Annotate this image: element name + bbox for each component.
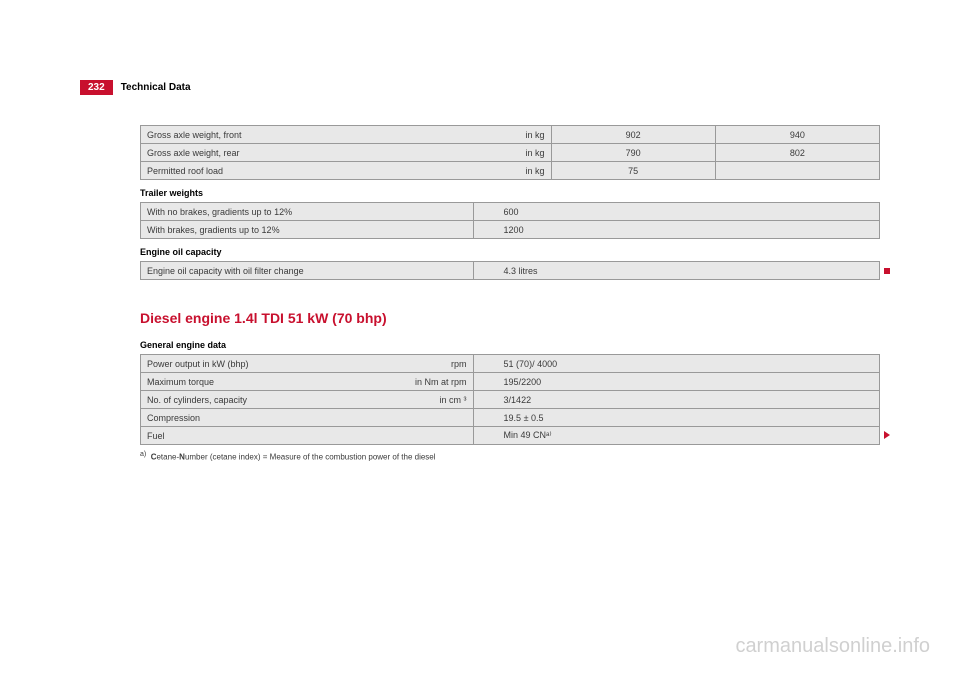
cell-value: 902 — [551, 126, 715, 144]
cell-label: Maximum torque — [147, 377, 214, 387]
general-engine-data-title: General engine data — [140, 340, 880, 350]
cell-value: 3/1422 — [473, 391, 879, 409]
page-header: 232 Technical Data — [80, 80, 880, 95]
watermark: carmanualsonline.info — [735, 635, 930, 658]
trailer-weights-table: With no brakes, gradients up to 12% 600 … — [140, 202, 880, 239]
cell-unit: in Nm at rpm — [415, 377, 467, 387]
table-row: With brakes, gradients up to 12% 1200 — [141, 221, 880, 239]
table-row: Power output in kW (bhp) rpm 51 (70)/ 40… — [141, 355, 880, 373]
cell-label: Gross axle weight, front — [147, 130, 242, 140]
cell-value: 195/2200 — [473, 373, 879, 391]
cell-value: 802 — [715, 144, 879, 162]
trailer-weights-title: Trailer weights — [140, 188, 880, 198]
cell-value: 4.3 litres — [473, 262, 879, 280]
cell-unit: rpm — [451, 359, 467, 369]
cell-value: 75 — [551, 162, 715, 180]
cell-label: With no brakes, gradients up to 12% — [141, 203, 474, 221]
cell-value: 600 — [473, 203, 879, 221]
footnote-marker: a) — [140, 451, 146, 458]
cell-label: Engine oil capacity with oil filter chan… — [141, 262, 474, 280]
engine-data-table: Power output in kW (bhp) rpm 51 (70)/ 40… — [140, 354, 880, 445]
cell-label: Fuel — [141, 427, 474, 445]
continue-icon — [884, 431, 890, 439]
table-row: Maximum torque in Nm at rpm 195/2200 — [141, 373, 880, 391]
cell-value: 940 — [715, 126, 879, 144]
cell-value — [715, 162, 879, 180]
table-row: Permitted roof load in kg 75 — [141, 162, 880, 180]
cell-label: Power output in kW (bhp) — [147, 359, 249, 369]
table-row: Engine oil capacity with oil filter chan… — [141, 262, 880, 280]
cell-value: 1200 — [473, 221, 879, 239]
section-end-icon — [884, 268, 890, 274]
table-row: No. of cylinders, capacity in cm ³ 3/142… — [141, 391, 880, 409]
page-number: 232 — [80, 80, 113, 95]
cell-label: No. of cylinders, capacity — [147, 395, 247, 405]
content-area: Gross axle weight, front in kg 902 940 G… — [80, 125, 880, 462]
table-row: With no brakes, gradients up to 12% 600 — [141, 203, 880, 221]
cell-unit: in kg — [526, 148, 545, 158]
cell-value: 19.5 ± 0.5 — [473, 409, 879, 427]
cell-label: With brakes, gradients up to 12% — [141, 221, 474, 239]
cell-label: Gross axle weight, rear — [147, 148, 240, 158]
cell-value: 51 (70)/ 4000 — [473, 355, 879, 373]
oil-capacity-table: Engine oil capacity with oil filter chan… — [140, 261, 880, 280]
table-row: Compression 19.5 ± 0.5 — [141, 409, 880, 427]
table-row: Gross axle weight, front in kg 902 940 — [141, 126, 880, 144]
table-row: Fuel Min 49 CNᵃ⁾ — [141, 427, 880, 445]
section-name: Technical Data — [121, 82, 191, 93]
footnote: a) Cetane-Number (cetane index) = Measur… — [140, 451, 880, 462]
cell-unit: in cm ³ — [440, 395, 467, 405]
footnote-text-tail: umber (cetane index) = Measure of the co… — [185, 453, 436, 462]
cell-unit: in kg — [526, 166, 545, 176]
diesel-engine-title: Diesel engine 1.4l TDI 51 kW (70 bhp) — [140, 310, 880, 326]
cell-unit: in kg — [526, 130, 545, 140]
table-row: Gross axle weight, rear in kg 790 802 — [141, 144, 880, 162]
axle-weights-table: Gross axle weight, front in kg 902 940 G… — [140, 125, 880, 180]
cell-value: Min 49 CNᵃ⁾ — [473, 427, 879, 445]
oil-capacity-title: Engine oil capacity — [140, 247, 880, 257]
cell-label: Compression — [141, 409, 474, 427]
cell-value: 790 — [551, 144, 715, 162]
cell-label: Permitted roof load — [147, 166, 223, 176]
